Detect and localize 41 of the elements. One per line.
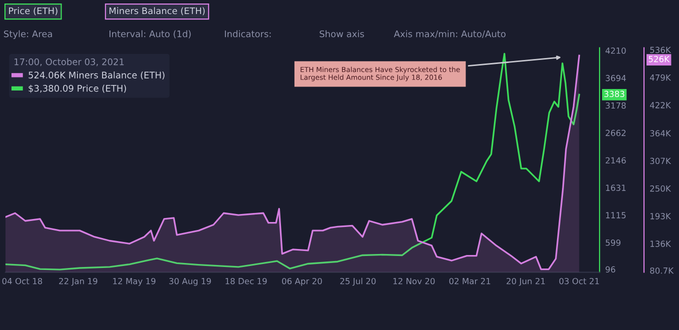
y2-tick-label: 80.7K: [650, 267, 674, 274]
text: 526K: [648, 56, 670, 62]
y-tick-label: 599: [606, 240, 620, 246]
y2-tick-label: 422K: [650, 102, 672, 108]
x-tick-label: 30 Aug 19: [169, 278, 211, 286]
y2-tick-label: 307K: [650, 158, 672, 164]
x-tick-label: 12 May 19: [113, 278, 156, 286]
y2-tick-label: 364K: [650, 130, 672, 136]
y2-tick-label: 250K: [650, 185, 672, 192]
x-tick-label: 02 Mar 21: [449, 278, 490, 284]
y-tick-label: 1115: [606, 212, 626, 218]
text: Indicators:: [224, 30, 271, 38]
text: Style: Area: [4, 30, 52, 40]
y-tick-label: 2662: [606, 130, 626, 136]
text: 3383: [604, 90, 624, 98]
text: Interval: Auto (1d): [110, 30, 191, 38]
text: Axis max/min: Auto/Auto: [394, 30, 506, 38]
text: Miners Balance (ETH): [110, 7, 205, 16]
y2-tick-label: 193K: [650, 213, 672, 220]
x-tick-label: 04 Oct 18: [2, 278, 42, 284]
x-tick-label: 06 Apr 20: [282, 278, 322, 286]
y2-tick-label: 536K: [650, 46, 672, 54]
y-tick-label: 1631: [606, 184, 626, 191]
legend-title: 17:00, October 03, 2021: [14, 58, 124, 66]
x-tick-label: 03 Oct 21: [559, 278, 599, 284]
y-tick-label: 3694: [606, 74, 626, 82]
x-tick-label: 25 Jul 20: [340, 278, 376, 286]
text: Show axis: [320, 30, 364, 38]
y-tick-label: 3178: [606, 102, 626, 109]
y-tick-label: 2146: [606, 157, 626, 164]
x-tick-label: 20 Jun 21: [506, 278, 545, 286]
text: 524.06K Miners Balance (ETH): [28, 71, 164, 80]
y2-tick-label: 479K: [650, 74, 672, 81]
x-tick-label: 18 Dec 19: [226, 278, 267, 284]
x-tick-label: 12 Nov 20: [393, 278, 435, 284]
y-tick-label: 96: [606, 266, 616, 273]
y-tick-label: 4210: [606, 47, 626, 54]
text: Price (ETH): [9, 7, 58, 16]
y2-tick-label: 136K: [650, 240, 672, 247]
text: $3,380.09 Price (ETH): [28, 84, 126, 93]
x-tick-label: 22 Jan 19: [59, 278, 98, 286]
